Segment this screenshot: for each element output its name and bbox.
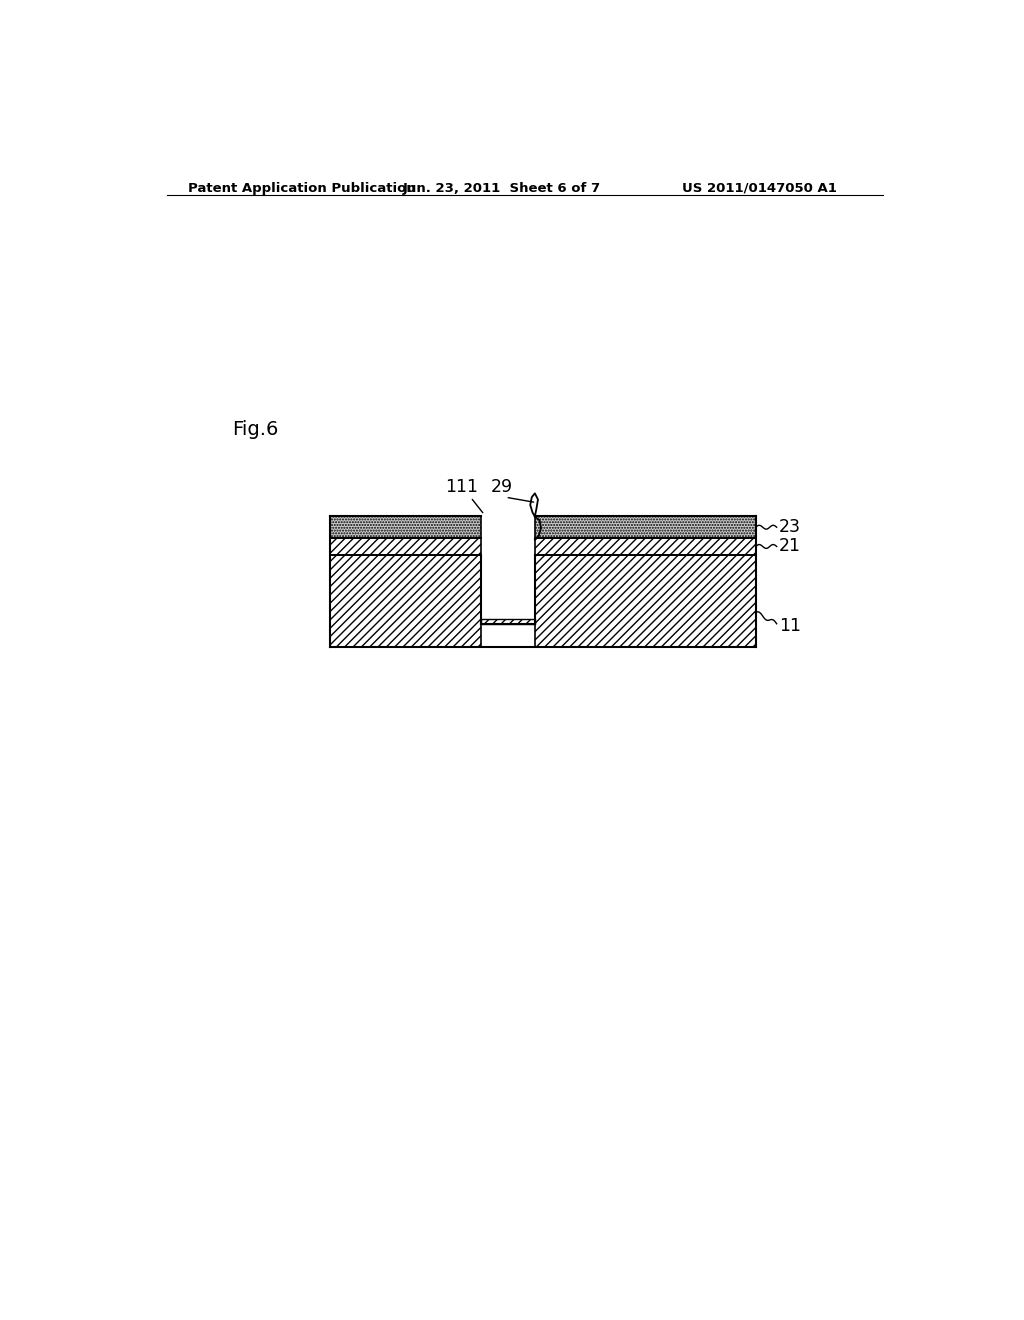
Text: Patent Application Publication: Patent Application Publication bbox=[188, 182, 416, 194]
Text: Jun. 23, 2011  Sheet 6 of 7: Jun. 23, 2011 Sheet 6 of 7 bbox=[403, 182, 601, 194]
Text: 21: 21 bbox=[779, 537, 801, 556]
Text: 29: 29 bbox=[490, 478, 513, 496]
Text: 111: 111 bbox=[444, 478, 478, 496]
Text: 11: 11 bbox=[779, 616, 801, 635]
Text: Fig.6: Fig.6 bbox=[232, 420, 279, 440]
Polygon shape bbox=[535, 539, 756, 554]
Polygon shape bbox=[330, 539, 480, 554]
Polygon shape bbox=[535, 554, 756, 647]
Polygon shape bbox=[330, 516, 480, 539]
Text: US 2011/0147050 A1: US 2011/0147050 A1 bbox=[682, 182, 837, 194]
Polygon shape bbox=[480, 619, 535, 624]
Polygon shape bbox=[330, 554, 480, 647]
Text: 23: 23 bbox=[779, 519, 801, 536]
Polygon shape bbox=[535, 516, 756, 539]
